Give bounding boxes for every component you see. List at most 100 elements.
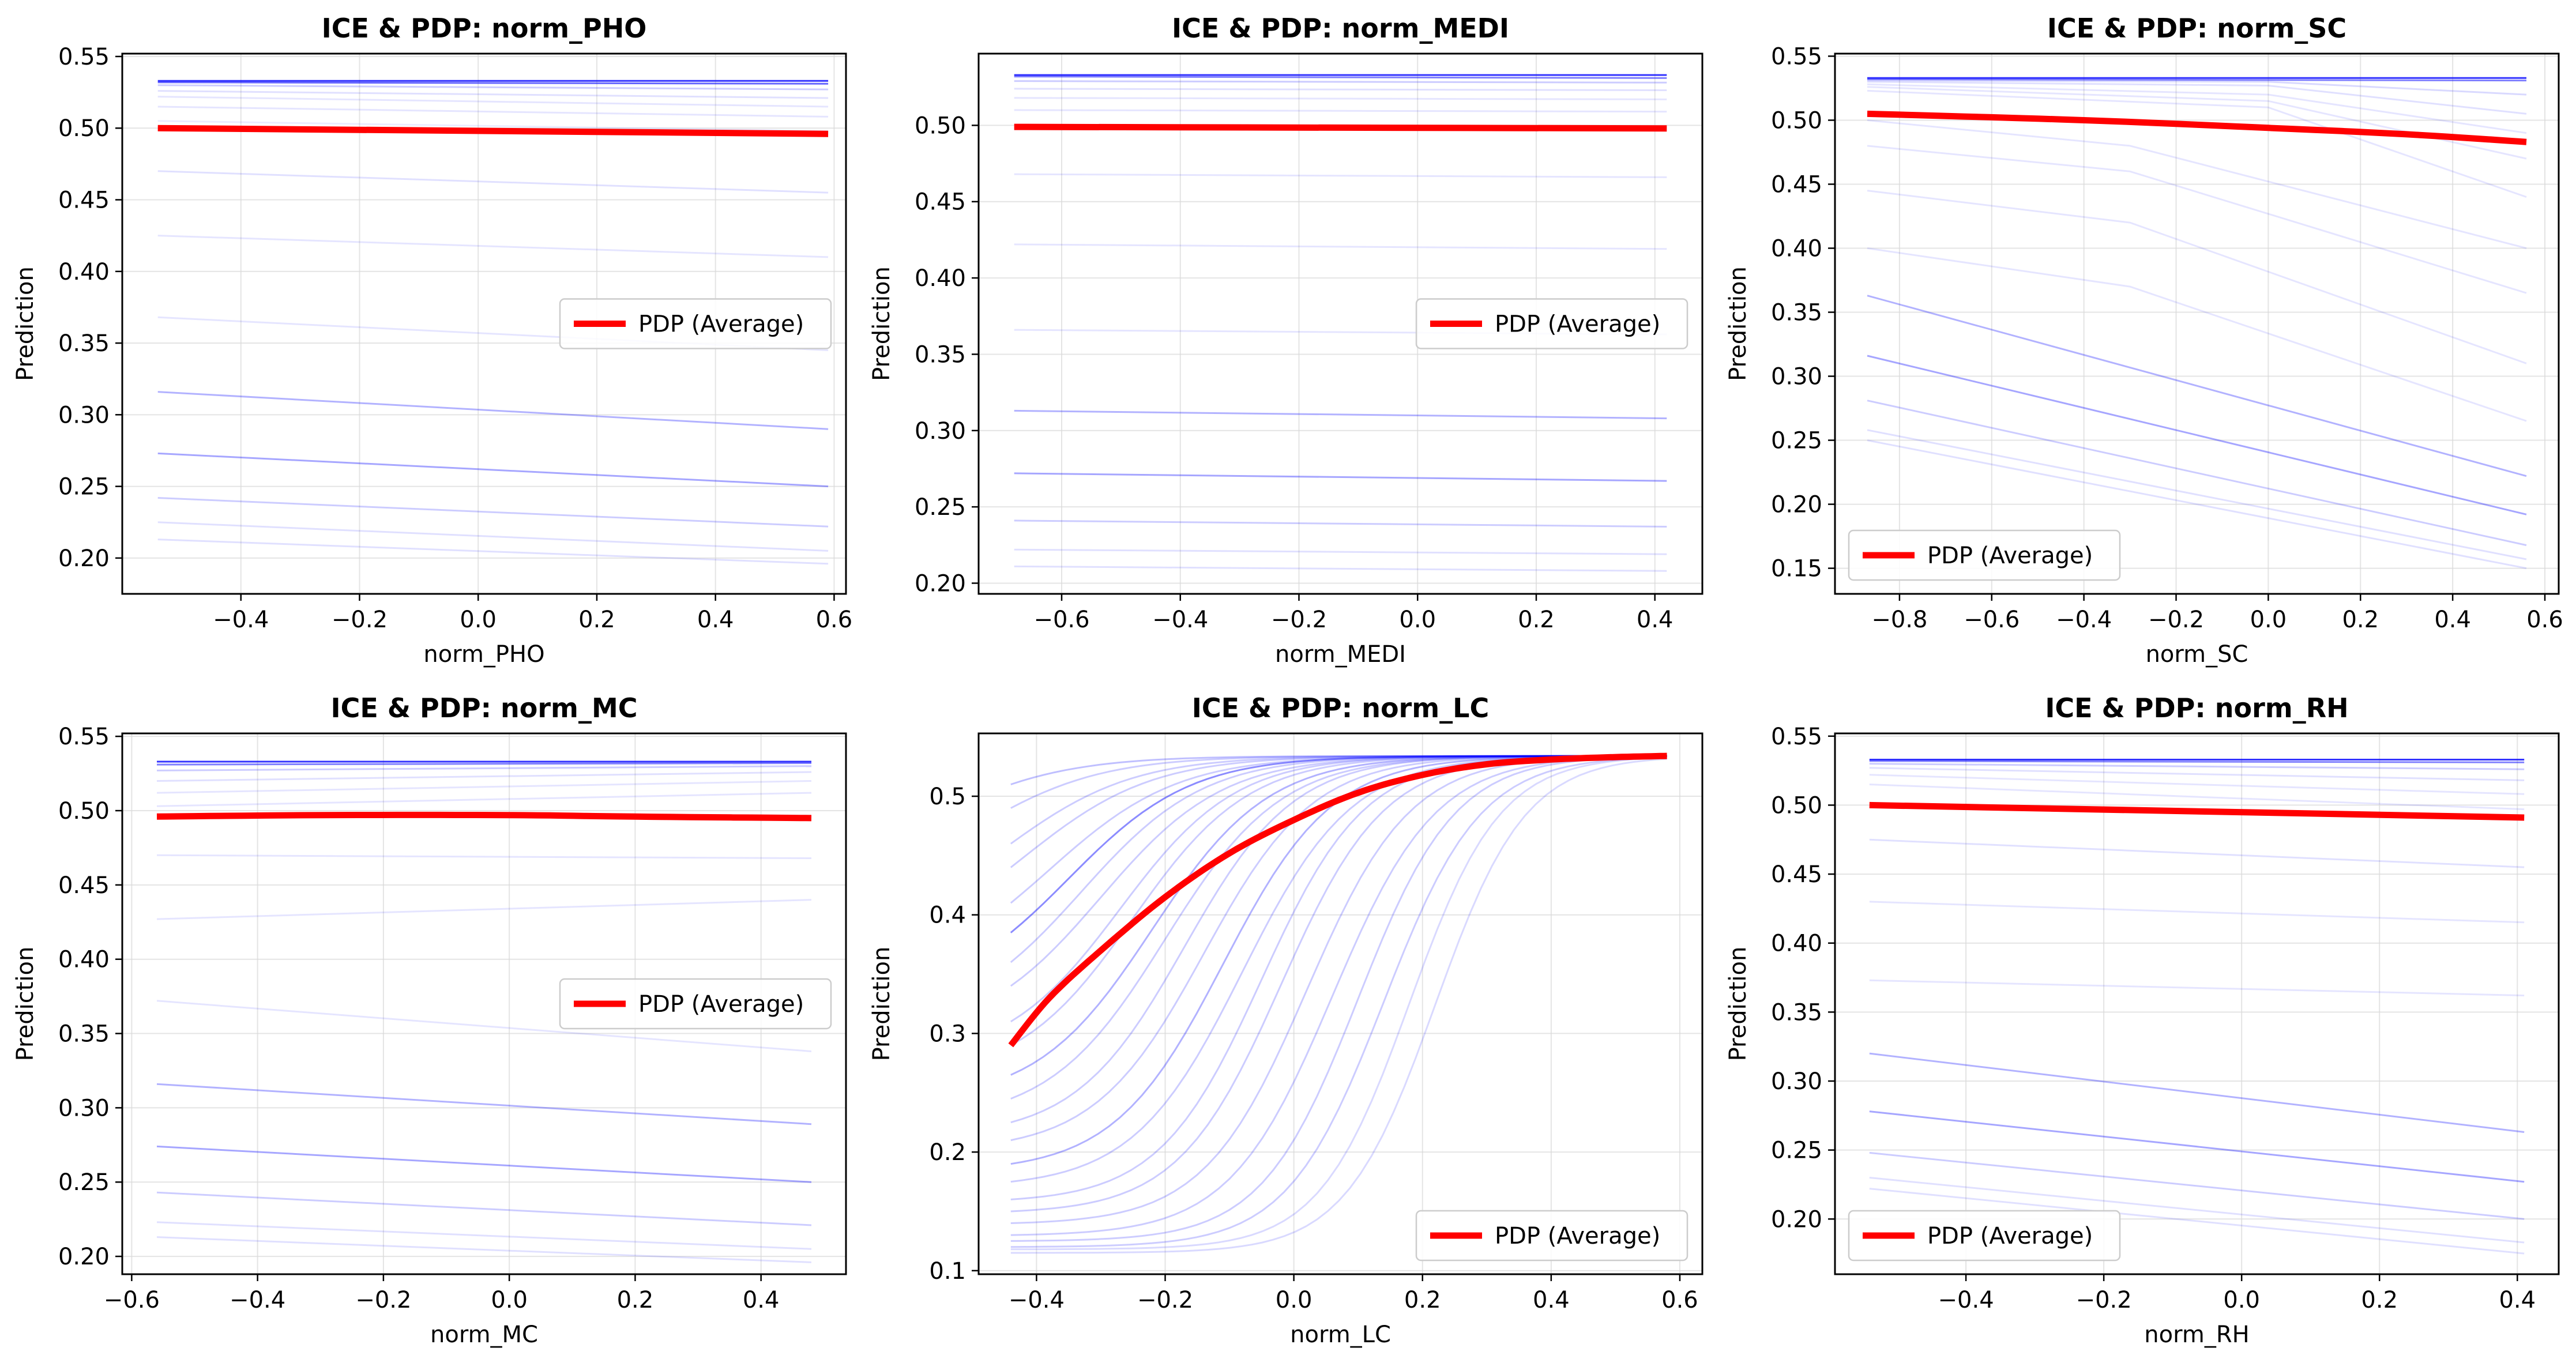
x-tick-label: 0.0 xyxy=(1399,607,1436,633)
chart-title: ICE & PDP: norm_PHO xyxy=(322,13,647,44)
ice-line-1 xyxy=(1010,755,1667,785)
x-tick-label: 0.0 xyxy=(2250,607,2287,633)
y-tick-label: 0.45 xyxy=(58,872,110,899)
x-tick-label: 0.6 xyxy=(2526,607,2563,633)
x-tick-label: −0.2 xyxy=(1271,607,1327,633)
y-axis-label: Prediction xyxy=(1725,947,1751,1061)
ice-line-7 xyxy=(1869,838,2525,868)
y-tick-label: 0.55 xyxy=(1771,43,1822,70)
x-axis-label: norm_MEDI xyxy=(1275,641,1406,668)
ice-line-15 xyxy=(1867,429,2527,560)
ice-line-2 xyxy=(1010,755,1667,809)
chart-panel-2: −0.6 −0.4 −0.2 0.0 0.2 0.4 0.20 0.25 0.30 0.35 0.4… xyxy=(868,13,1703,668)
chart-title: ICE & PDP: norm_LC xyxy=(1192,692,1490,724)
plot-lines xyxy=(156,760,812,1263)
chart-panel-5: −0.4 −0.2 0.0 0.2 0.4 0.6 0.1 0.2 0.3 0.4 0.5 ICE &… xyxy=(868,692,1703,1348)
ice-line-13 xyxy=(1869,1177,2525,1244)
x-tick-label: 0.2 xyxy=(1404,1287,1441,1313)
y-axis-label: Prediction xyxy=(868,947,895,1061)
ice-line-6 xyxy=(156,792,812,807)
x-axis-label: norm_LC xyxy=(1290,1321,1391,1348)
x-tick-label: 0.4 xyxy=(1637,607,1674,633)
y-tick-label: 0.30 xyxy=(1771,364,1822,390)
x-tick-label: 0.2 xyxy=(617,1287,654,1313)
x-tick-label: −0.4 xyxy=(230,1287,285,1313)
pdp-line xyxy=(1008,752,1667,1048)
ice-line-3 xyxy=(1867,80,2527,96)
x-tick-label: −0.2 xyxy=(2076,1287,2132,1313)
ice-line-3 xyxy=(1869,763,2525,770)
ice-line-13 xyxy=(1014,548,1667,555)
ice-line-8 xyxy=(157,170,829,194)
ice-line-5 xyxy=(1869,774,2525,795)
axes-frame xyxy=(121,732,847,1275)
ice-line-4 xyxy=(1867,81,2527,115)
x-tick-label: 0.6 xyxy=(1661,1287,1698,1313)
x-tick-label: −0.4 xyxy=(2056,607,2112,633)
ice-line-2 xyxy=(1867,78,2527,82)
plot-lines xyxy=(1014,74,1667,572)
x-tick-label: 0.0 xyxy=(491,1287,528,1313)
y-tick-label: 0.25 xyxy=(58,1169,110,1196)
legend-label: PDP (Average) xyxy=(638,991,804,1018)
x-tick-label: −0.4 xyxy=(1009,1287,1065,1313)
plot-area xyxy=(1835,733,2559,1274)
ice-line-6 xyxy=(1869,784,2525,811)
ice-line-8 xyxy=(1867,119,2527,249)
plot-lines xyxy=(1867,77,2527,570)
legend-label: PDP (Average) xyxy=(638,311,804,338)
plot-lines xyxy=(1869,759,2525,1255)
y-tick-label: 0.20 xyxy=(1771,492,1822,518)
ice-line-21 xyxy=(1010,756,1667,1242)
plot-area xyxy=(979,733,1702,1274)
y-axis-label: Prediction xyxy=(12,947,39,1061)
y-tick-label: 0.35 xyxy=(1771,999,1822,1026)
y-tick-label: 0.35 xyxy=(58,1021,110,1048)
ice-line-14 xyxy=(1014,565,1667,572)
ice-line-23 xyxy=(1010,756,1667,1251)
y-tick-label: 0.15 xyxy=(1771,556,1822,582)
x-tick-label: −0.2 xyxy=(2148,607,2204,633)
y-tick-label: 0.40 xyxy=(1771,931,1822,957)
x-tick-label: −0.8 xyxy=(1871,607,1927,633)
y-tick-label: 0.5 xyxy=(929,784,966,810)
x-tick-label: −0.2 xyxy=(332,607,388,633)
y-tick-label: 0.35 xyxy=(58,330,110,357)
ice-line-2 xyxy=(157,81,829,85)
ice-line-11 xyxy=(1867,247,2527,422)
legend-box xyxy=(1415,1210,1688,1262)
axes-frame xyxy=(977,732,1703,1275)
ice-line-12 xyxy=(1869,1151,2525,1220)
y-axis-label: Prediction xyxy=(868,266,895,381)
ice-line-3 xyxy=(157,84,829,91)
ice-line-2 xyxy=(1869,760,2525,763)
y-tick-label: 0.50 xyxy=(1771,792,1822,819)
ice-line-12 xyxy=(1014,519,1667,528)
ice-line-14 xyxy=(156,1236,812,1263)
chart-title: ICE & PDP: norm_RH xyxy=(2045,692,2348,724)
x-tick-label: 0.2 xyxy=(1518,607,1555,633)
ice-line-12 xyxy=(1867,295,2527,477)
ice-line-10 xyxy=(1867,190,2527,364)
ice-line-7 xyxy=(1014,173,1667,178)
y-tick-label: 0.25 xyxy=(1771,428,1822,454)
legend-box xyxy=(1415,298,1688,349)
x-tick-label: 0.2 xyxy=(2342,607,2379,633)
ice-line-13 xyxy=(1867,355,2527,515)
legend-label: PDP (Average) xyxy=(1495,311,1660,338)
ice-line-15 xyxy=(157,539,829,565)
x-axis-label: norm_PHO xyxy=(423,641,544,668)
x-tick-label: 0.4 xyxy=(2434,607,2471,633)
chart-title: ICE & PDP: norm_MEDI xyxy=(1172,13,1509,44)
y-tick-label: 0.55 xyxy=(58,724,110,750)
y-tick-label: 0.35 xyxy=(1771,300,1822,326)
legend-box xyxy=(559,978,832,1030)
pdp-line xyxy=(156,811,812,822)
ice-line-4 xyxy=(157,90,829,99)
ice-line-5 xyxy=(1867,83,2527,134)
y-tick-label: 0.40 xyxy=(1771,235,1822,262)
ice-line-9 xyxy=(157,235,829,258)
y-tick-label: 0.3 xyxy=(929,1021,966,1047)
x-tick-label: 0.6 xyxy=(816,607,853,633)
x-tick-label: 0.4 xyxy=(743,1287,780,1313)
